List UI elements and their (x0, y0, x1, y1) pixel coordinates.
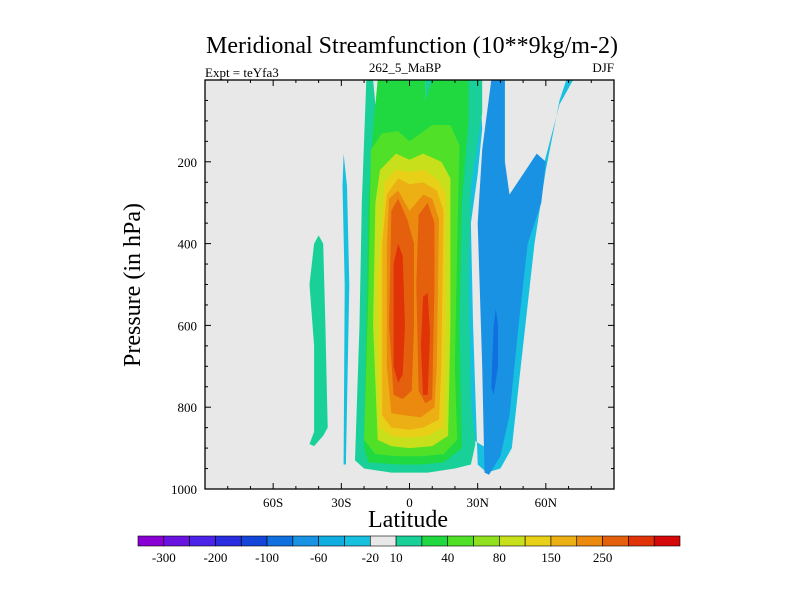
colorbar-box (344, 535, 371, 547)
colorbar-box (318, 535, 345, 547)
x-axis-label: Latitude (368, 507, 448, 533)
colorbar-box (292, 535, 319, 547)
colorbar-box (550, 535, 578, 547)
colorbar-box (524, 535, 552, 547)
colorbar-box (602, 535, 629, 547)
y-tick-label: 1000 (171, 482, 197, 497)
contour-core-level-400-west (393, 243, 405, 383)
colorbar-box (369, 535, 397, 547)
colorbar-box (215, 535, 242, 547)
colorbar-box (653, 535, 681, 547)
colorbar-label: 250 (593, 550, 613, 565)
colorbar-box (137, 535, 165, 547)
contour-regions (309, 80, 574, 475)
season-label: DJF (592, 60, 614, 75)
colorbar-box (395, 535, 423, 547)
colorbar-label: 80 (493, 550, 506, 565)
colorbar-label: -200 (204, 550, 228, 565)
y-tick-label: 800 (178, 400, 198, 415)
contour-south-green-cell (309, 235, 328, 447)
colorbar-label: -20 (362, 550, 379, 565)
colorbar-box (421, 535, 449, 547)
x-tick-label: 30N (466, 495, 489, 510)
colorbar-box (447, 535, 474, 547)
colorbar-box (473, 535, 500, 547)
colorbar-box (499, 535, 526, 547)
chart-title: Meridional Streamfunction (10**9kg/m-2) (206, 33, 618, 59)
colorbar-label: 150 (541, 550, 561, 565)
x-tick-label: 60S (263, 495, 283, 510)
colorbar-box (240, 535, 268, 547)
experiment-label: Expt = teYfa3 (205, 65, 279, 80)
colorbar: -300 -200 -100 -60 -20 10 40 80 150 250 (137, 535, 681, 565)
x-tick-label: 30S (331, 495, 351, 510)
colorbar-box (189, 535, 216, 547)
colorbar-box (628, 535, 655, 547)
contour-south-blue-sliver (342, 153, 350, 465)
y-axis-label: Pressure (in hPa) (120, 203, 146, 367)
x-tick-label: 60N (535, 495, 558, 510)
colorbar-label: 10 (390, 550, 403, 565)
contour-north-blue-core (491, 309, 499, 395)
period-label: 262_5_MaBP (369, 60, 441, 75)
axis-ticks: 60S 30S 0 30N 60N 200 400 600 800 1000 (171, 80, 614, 510)
y-tick-label: 200 (178, 155, 198, 170)
colorbar-box (576, 535, 603, 547)
x-tick-label: 0 (406, 495, 413, 510)
colorbar-box (163, 535, 190, 547)
contour-core-level-400-east (420, 292, 430, 395)
y-tick-label: 400 (178, 237, 198, 252)
colorbar-label: -300 (152, 550, 176, 565)
colorbar-label: 40 (441, 550, 454, 565)
colorbar-label: -100 (255, 550, 279, 565)
colorbar-label: -60 (310, 550, 327, 565)
y-tick-label: 600 (178, 318, 198, 333)
colorbar-box (266, 535, 294, 547)
